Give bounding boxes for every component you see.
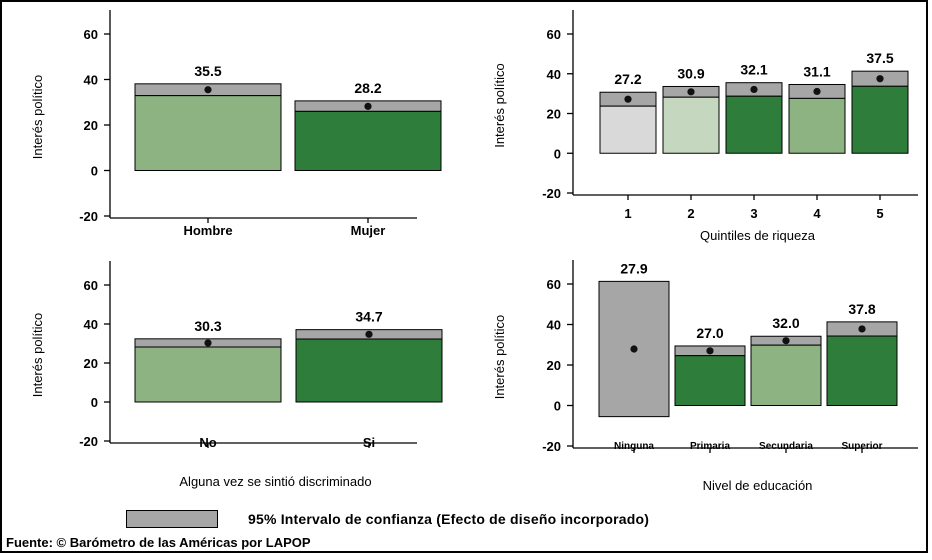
legend-label: 95% Intervalo de confianza (Efecto de di… xyxy=(248,511,650,527)
point-estimate xyxy=(365,330,373,338)
point-estimate xyxy=(687,88,695,96)
bar xyxy=(599,105,657,154)
y-tick-label: 40 xyxy=(84,73,98,88)
y-axis-title: Interés político xyxy=(492,63,507,148)
x-tick-label: 2 xyxy=(687,206,694,221)
x-tick-label: Ninguna xyxy=(614,441,654,452)
point-estimate xyxy=(204,86,212,94)
data-label: 27.0 xyxy=(696,325,723,341)
x-tick-label: 4 xyxy=(813,206,821,221)
data-label: 27.2 xyxy=(614,71,641,87)
point-estimate xyxy=(204,339,212,347)
data-label: 30.9 xyxy=(677,65,704,81)
x-tick-label: Superior xyxy=(841,441,882,452)
x-tick-label: 5 xyxy=(876,206,883,221)
bar xyxy=(725,95,783,154)
bar xyxy=(295,338,443,403)
y-tick-label: 20 xyxy=(84,118,98,133)
legend-swatch-confidence-interval xyxy=(126,510,218,528)
x-tick-label: 3 xyxy=(750,206,757,221)
data-label: 28.2 xyxy=(354,80,381,96)
y-tick-label: -20 xyxy=(79,434,98,449)
point-estimate xyxy=(858,325,866,333)
source-note: Fuente: © Barómetro de las Américas por … xyxy=(6,535,311,550)
y-tick-label: 60 xyxy=(547,27,561,42)
x-tick-label: No xyxy=(199,435,216,450)
x-tick-label: Primaria xyxy=(690,441,730,452)
point-estimate xyxy=(624,95,632,103)
y-tick-label: 40 xyxy=(547,318,561,333)
chart-panel-4: -20 0 20 40 60 Interés político 27.9 Ninguna 27.… xyxy=(492,260,918,493)
chart-panel-1: -20 0 20 40 60 Interés político 35.5 Hombre 28.2… xyxy=(30,10,442,238)
y-tick-label: 0 xyxy=(91,164,98,179)
chart-panel-3: -20 0 20 40 60 Interés político 30.3 No 34.7 Si Al… xyxy=(30,261,443,489)
y-tick-label: 0 xyxy=(554,146,561,161)
x-tick-label: Mujer xyxy=(351,223,386,238)
bar xyxy=(662,96,720,154)
point-estimate xyxy=(876,75,884,83)
point-estimate xyxy=(630,345,638,353)
data-label: 35.5 xyxy=(194,63,221,79)
y-tick-label: 60 xyxy=(84,27,98,42)
data-label: 34.7 xyxy=(355,309,382,325)
point-estimate xyxy=(813,87,821,96)
y-tick-label: -20 xyxy=(542,186,561,201)
data-label: 31.1 xyxy=(803,63,830,79)
y-tick-label: -20 xyxy=(542,439,561,454)
y-tick-label: 20 xyxy=(547,107,561,122)
y-tick-label: 60 xyxy=(547,277,561,292)
data-label: 32.0 xyxy=(772,315,799,331)
bar xyxy=(294,110,442,171)
data-label: 37.5 xyxy=(866,50,893,66)
point-estimate xyxy=(750,85,758,94)
x-tick-label: Secundaria xyxy=(759,441,813,452)
x-tick-label: Hombre xyxy=(183,223,232,238)
y-axis-title: Interés político xyxy=(30,75,45,160)
bar xyxy=(851,85,909,154)
y-tick-label: 0 xyxy=(91,395,98,410)
bar xyxy=(826,335,898,407)
y-axis-title: Interés político xyxy=(30,313,45,398)
x-axis-title: Quintiles de riqueza xyxy=(700,228,816,243)
x-axis-title: Alguna vez se sintió discriminado xyxy=(179,474,371,489)
y-tick-label: 60 xyxy=(84,278,98,293)
point-estimate xyxy=(782,337,790,345)
legend: 95% Intervalo de confianza (Efecto de di… xyxy=(126,509,649,529)
y-tick-label: 0 xyxy=(554,399,561,414)
x-tick-label: Si xyxy=(363,435,375,450)
x-tick-label: 1 xyxy=(624,206,631,221)
x-axis-title: Nivel de educación xyxy=(703,478,813,493)
y-tick-label: 20 xyxy=(84,356,98,371)
y-tick-label: 40 xyxy=(84,317,98,332)
y-tick-label: -20 xyxy=(79,209,98,224)
point-estimate xyxy=(706,347,714,355)
data-label: 30.3 xyxy=(194,318,221,334)
bar xyxy=(674,355,746,406)
bar xyxy=(750,344,822,406)
bar xyxy=(788,97,846,154)
y-tick-label: 40 xyxy=(547,67,561,82)
data-label: 37.8 xyxy=(848,301,875,317)
y-axis-title: Interés político xyxy=(492,315,507,400)
data-label: 27.9 xyxy=(620,260,647,276)
chart-panel-2: -20 0 20 40 60 Interés político 27.2 1 30.9 2 32.1… xyxy=(492,10,918,243)
point-estimate xyxy=(364,102,372,110)
data-label: 32.1 xyxy=(740,62,767,78)
bar xyxy=(134,346,282,403)
bar xyxy=(134,95,282,171)
y-tick-label: 20 xyxy=(547,358,561,373)
